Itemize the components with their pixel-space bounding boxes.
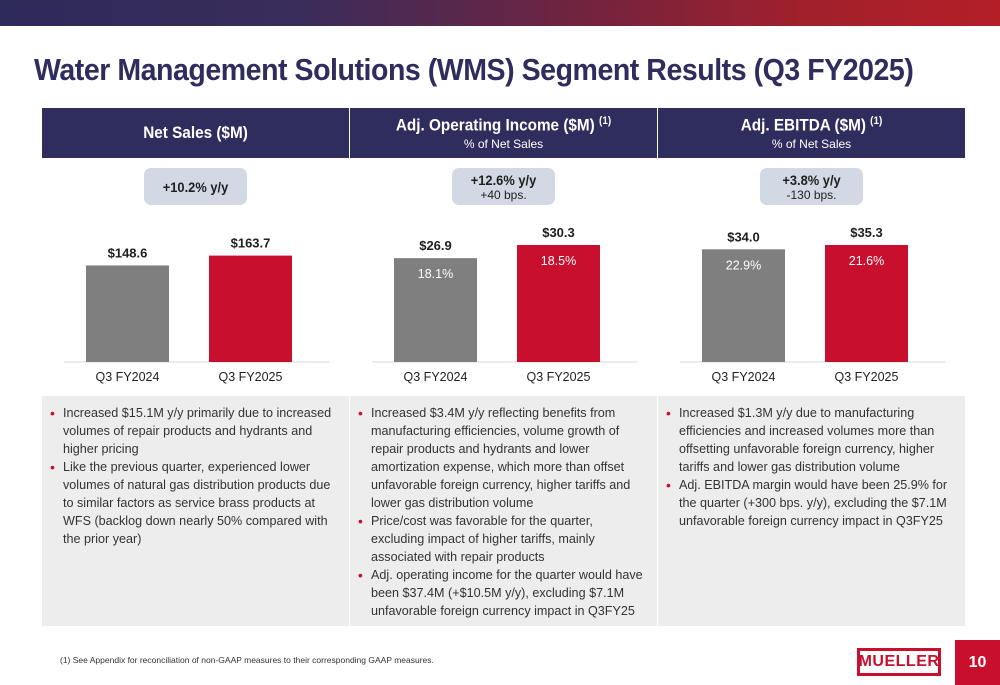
panel-net-sales: Net Sales ($M) +10.2% y/y $148.6 Q3 FY202… [42,108,349,626]
bar-value-label: $148.6 [108,245,148,260]
footnote-ref: (1) [870,114,883,127]
bar-1 [394,258,477,362]
page-number: 10 [955,640,1000,685]
bar-value-label: $34.0 [727,229,760,244]
bar-margin-label: 21.6% [849,254,884,268]
bar-value-label: $35.3 [850,225,883,240]
pill-main: +10.2% y/y [162,178,229,195]
logo-text: MUELLER [859,651,939,673]
category-label: Q3 FY2024 [404,370,468,384]
pill-main: +12.6% y/y [470,171,537,188]
category-label: Q3 FY2025 [219,370,283,384]
bar-2 [825,245,908,362]
panel-subheading: % of Net Sales [463,137,544,152]
panel-heading: Net Sales ($M) [143,123,248,142]
bar-1 [86,265,169,362]
bullet-item: Adj. EBITDA margin would have been 25.9%… [664,476,955,530]
bullet-item: Price/cost was favorable for the quarter… [356,512,647,566]
adj-operating-income-chart: $26.9 18.1% Q3 FY2024 $30.3 18.5% Q3 FY2025 [372,225,637,384]
bullet-item: Increased $3.4M y/y reflecting benefits … [356,404,647,512]
pill-sub: -130 bps. [786,187,837,202]
bullet-item: Increased $15.1M y/y primarily due to in… [48,404,339,458]
page-title: Water Management Solutions (WMS) Segment… [34,52,914,87]
bar-value-label: $26.9 [419,238,452,253]
category-label: Q3 FY2025 [527,370,591,384]
bar-margin-label: 18.1% [418,267,453,281]
net-sales-chart: $148.6 Q3 FY2024 $163.7 Q3 FY2025 [64,236,329,384]
adj-ebitda-chart: $34.0 22.9% Q3 FY2024 $35.3 21.6% Q3 FY2025 [680,225,945,384]
panel-header: Adj. Operating Income ($M) (1) % of Net … [350,108,657,158]
category-label: Q3 FY2024 [96,370,160,384]
panel-heading: Adj. EBITDA ($M) [740,115,866,135]
bar-margin-label: 18.5% [541,254,576,268]
bar-2 [517,245,600,362]
pill-sub: +40 bps. [480,187,527,202]
growth-pill: +10.2% y/y [144,168,247,205]
growth-pill: +12.6% y/y +40 bps. [452,168,555,205]
bullet-item: Increased $1.3M y/y due to manufacturing… [664,404,955,476]
bullet-item: Adj. operating income for the quarter wo… [356,566,647,620]
top-banner [0,0,1000,26]
category-label: Q3 FY2024 [712,370,776,384]
panel-heading: Adj. Operating Income ($M) [395,115,595,135]
bullet-item: Like the previous quarter, experienced l… [48,458,339,548]
bar-1 [702,249,785,362]
commentary-box: Increased $1.3M y/y due to manufacturing… [658,396,965,626]
bar-margin-label: 22.9% [726,258,761,272]
bar-value-label: $163.7 [231,236,271,251]
category-label: Q3 FY2025 [835,370,899,384]
panel-header: Adj. EBITDA ($M) (1) % of Net Sales [658,108,965,158]
footnote-ref: (1) [599,114,612,127]
growth-pill: +3.8% y/y -130 bps. [760,168,863,205]
panel-header: Net Sales ($M) [42,108,349,158]
commentary-box: Increased $15.1M y/y primarily due to in… [42,396,349,626]
panel-adj-operating-income: Adj. Operating Income ($M) (1) % of Net … [350,108,657,626]
bar-2 [209,255,292,362]
panel-subheading: % of Net Sales [771,137,852,152]
footnote: (1) See Appendix for reconciliation of n… [60,655,434,665]
panel-adj-ebitda: Adj. EBITDA ($M) (1) % of Net Sales +3.8… [658,108,965,626]
mueller-logo: MUELLER [857,648,941,676]
bar-value-label: $30.3 [542,225,575,240]
commentary-box: Increased $3.4M y/y reflecting benefits … [350,396,657,626]
pill-main: +3.8% y/y [782,171,841,188]
